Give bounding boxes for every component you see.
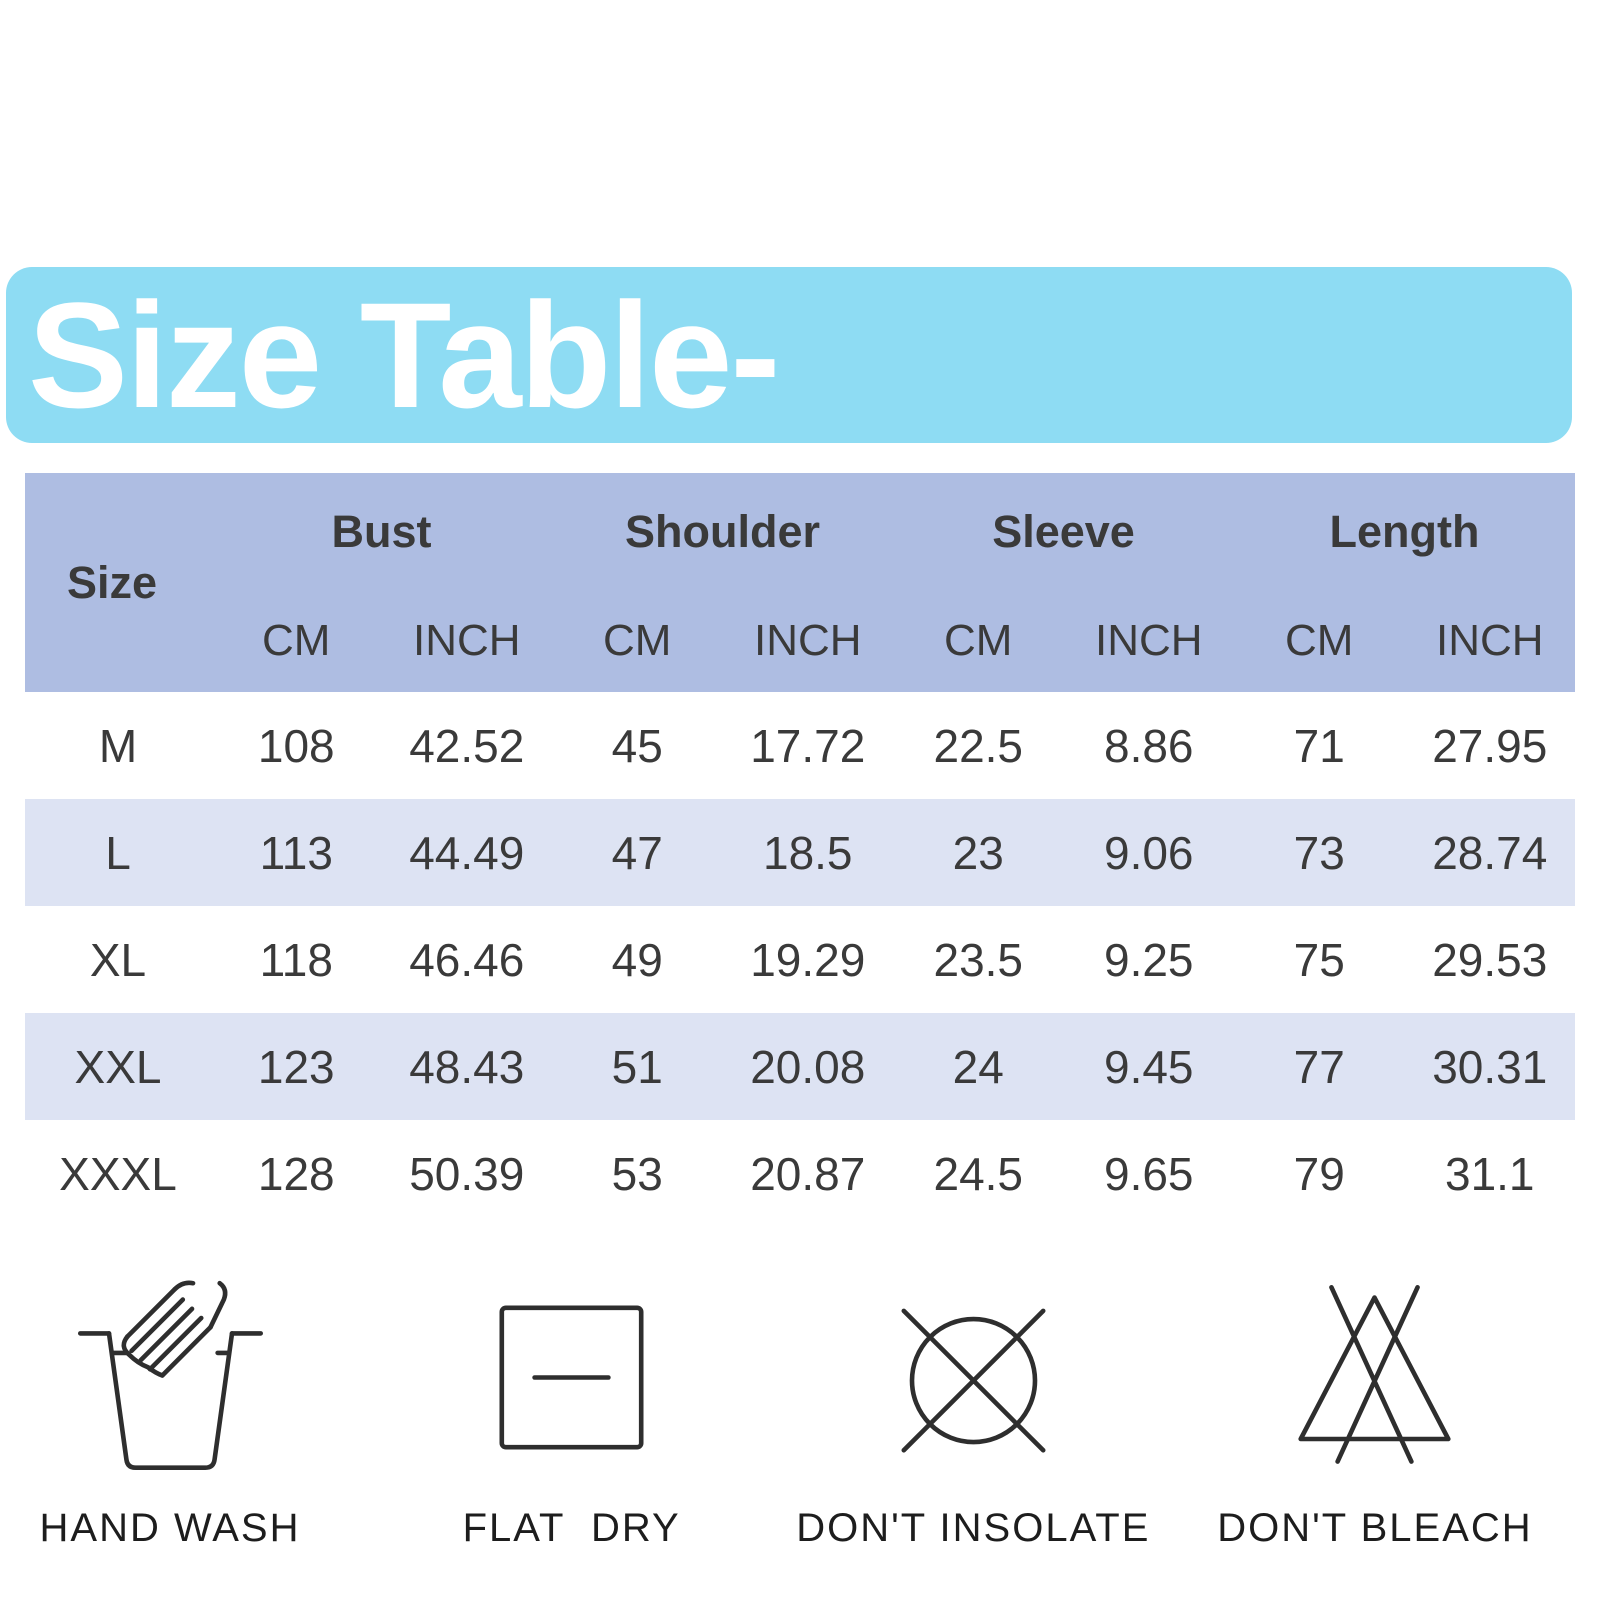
table-unit-header-row: CM INCH CM INCH CM INCH CM INCH <box>25 590 1575 692</box>
measurement-cell: 9.25 <box>1103 933 1194 986</box>
column-group-bust: Bust <box>211 473 552 590</box>
page-title: Size Table- <box>28 271 780 439</box>
unit-header-sleeve-cm: CM <box>893 590 1064 692</box>
measurement-cell: 79 <box>1293 1147 1345 1200</box>
measurement-cell: 17.72 <box>750 719 866 772</box>
column-header-size: Size <box>25 473 211 692</box>
measurement-cell: 50.39 <box>409 1147 525 1200</box>
table-row: L 113 44.49 47 18.5 23 9.06 73 28.74 <box>25 799 1575 906</box>
care-label: FLAT DRY <box>462 1506 681 1550</box>
size-cell: M <box>98 719 138 772</box>
measurement-cell: 30.31 <box>1432 1040 1548 1093</box>
table-row: XL 118 46.46 49 19.29 23.5 9.25 75 29.53 <box>25 906 1575 1013</box>
measurement-cell: 9.45 <box>1103 1040 1194 1093</box>
measurement-cell: 23.5 <box>933 933 1024 986</box>
size-cell: L <box>105 826 131 879</box>
table-row: XXXL 128 50.39 53 20.87 24.5 9.65 79 31.… <box>25 1120 1575 1227</box>
measurement-cell: 47 <box>611 826 663 879</box>
column-group-shoulder: Shoulder <box>552 473 893 590</box>
measurement-cell: 42.52 <box>409 719 525 772</box>
measurement-cell: 8.86 <box>1103 719 1194 772</box>
unit-header-shoulder-inch: INCH <box>722 590 893 692</box>
measurement-cell: 24.5 <box>933 1147 1024 1200</box>
measurement-cell: 113 <box>259 826 333 879</box>
flat-dry-icon <box>469 1275 674 1480</box>
measurement-cell: 18.5 <box>762 826 853 879</box>
title-banner: Size Table- <box>6 267 1572 443</box>
measurement-cell: 23 <box>952 826 1004 879</box>
measurement-cell: 75 <box>1293 933 1345 986</box>
care-item-flat-dry: FLAT DRY <box>402 1275 742 1551</box>
measurement-cell: 28.74 <box>1432 826 1548 879</box>
size-cell: XXL <box>74 1040 162 1093</box>
size-cell: XL <box>89 933 147 986</box>
unit-header-bust-inch: INCH <box>381 590 552 692</box>
unit-header-length-inch: INCH <box>1404 590 1575 692</box>
care-item-dont-insolate: DON'T INSOLATE <box>796 1275 1148 1551</box>
table-row: M 108 42.52 45 17.72 22.5 8.86 71 27.95 <box>25 692 1575 799</box>
measurement-cell: 123 <box>257 1040 335 1093</box>
measurement-cell: 49 <box>611 933 663 986</box>
measurement-cell: 77 <box>1293 1040 1345 1093</box>
measurement-cell: 20.08 <box>750 1040 866 1093</box>
care-item-dont-bleach: DON'T BLEACH <box>1205 1275 1545 1551</box>
measurement-cell: 44.49 <box>409 826 525 879</box>
measurement-cell: 27.95 <box>1432 719 1548 772</box>
measurement-cell: 118 <box>259 933 333 986</box>
measurement-cell: 48.43 <box>409 1040 525 1093</box>
care-instructions: HAND WASH FLAT DRY DON'T INSOLATE <box>0 1275 1545 1551</box>
table-group-header-row: Size Bust Shoulder Sleeve Length <box>25 473 1575 692</box>
measurement-cell: 31.1 <box>1444 1147 1535 1200</box>
measurement-cell: 29.53 <box>1432 933 1548 986</box>
care-label: HAND WASH <box>39 1506 301 1550</box>
measurement-cell: 19.29 <box>750 933 866 986</box>
column-group-length: Length <box>1234 473 1575 590</box>
measurement-cell: 46.46 <box>409 933 525 986</box>
measurement-cell: 128 <box>257 1147 335 1200</box>
measurement-cell: 22.5 <box>933 719 1024 772</box>
dont-bleach-icon <box>1272 1275 1477 1480</box>
unit-header-shoulder-cm: CM <box>552 590 723 692</box>
unit-header-length-cm: CM <box>1234 590 1405 692</box>
measurement-cell: 9.06 <box>1103 826 1194 879</box>
unit-header-sleeve-inch: INCH <box>1063 590 1234 692</box>
size-cell: XXXL <box>59 1147 177 1200</box>
measurement-cell: 51 <box>611 1040 663 1093</box>
size-table-header: Size Bust Shoulder Sleeve Length CM INCH… <box>25 473 1575 692</box>
measurement-cell: 9.65 <box>1103 1147 1194 1200</box>
care-label: DON'T INSOLATE <box>796 1506 1151 1550</box>
care-label: DON'T BLEACH <box>1217 1506 1533 1550</box>
measurement-cell: 108 <box>257 719 335 772</box>
dont-insolate-icon <box>871 1275 1076 1480</box>
measurement-cell: 73 <box>1293 826 1345 879</box>
measurement-cell: 45 <box>611 719 663 772</box>
measurement-cell: 53 <box>611 1147 663 1200</box>
measurement-cell: 24 <box>952 1040 1004 1093</box>
measurement-cell: 20.87 <box>750 1147 866 1200</box>
care-item-hand-wash: HAND WASH <box>0 1275 340 1551</box>
size-table-body: M 108 42.52 45 17.72 22.5 8.86 71 27.95 … <box>25 692 1575 1227</box>
column-group-sleeve: Sleeve <box>893 473 1234 590</box>
hand-wash-icon <box>68 1275 273 1480</box>
size-table: Size Bust Shoulder Sleeve Length CM INCH… <box>25 473 1575 1227</box>
unit-header-bust-cm: CM <box>211 590 382 692</box>
table-row: XXL 123 48.43 51 20.08 24 9.45 77 30.31 <box>25 1013 1575 1120</box>
measurement-cell: 71 <box>1293 719 1345 772</box>
